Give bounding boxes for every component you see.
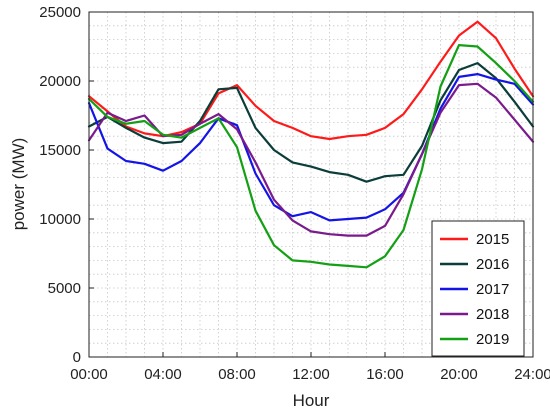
y-tick-label: 5000 [48, 280, 81, 297]
x-tick-label: 04:00 [144, 366, 182, 383]
legend-label-2015: 2015 [476, 231, 509, 248]
legend-label-2019: 2019 [476, 331, 509, 348]
y-axis: 0 5000 10000 15000 20000 25000 [39, 4, 94, 366]
x-tick-label: 20:00 [440, 366, 478, 383]
x-tick-label: 16:00 [366, 366, 404, 383]
x-tick-label: 12:00 [292, 366, 330, 383]
y-tick-label: 0 [73, 349, 81, 366]
x-axis-title: Hour [293, 391, 330, 410]
legend-label-2017: 2017 [476, 281, 509, 298]
y-tick-label: 15000 [39, 142, 81, 159]
series-line-2018 [87, 82, 535, 237]
x-tick-label: 08:00 [218, 366, 256, 383]
y-tick-label: 20000 [39, 73, 81, 90]
series-line-2017 [87, 72, 535, 222]
y-tick-label: 25000 [39, 4, 81, 21]
grid [89, 12, 533, 357]
legend-label-2016: 2016 [476, 256, 509, 273]
legend-label-2018: 2018 [476, 306, 509, 323]
y-tick-label: 10000 [39, 211, 81, 228]
legend: 2015 2016 2017 2018 2019 [431, 220, 525, 357]
x-tick-label: 00:00 [70, 366, 108, 383]
x-tick-label: 24:00 [514, 366, 550, 383]
y-axis-title: power (MW) [9, 138, 28, 231]
series-line-2019 [87, 43, 535, 269]
x-axis: 00:00 04:00 08:00 12:00 16:00 20:00 24:00 [70, 352, 550, 383]
series-line-2016 [87, 61, 535, 183]
series-lines [87, 20, 535, 269]
